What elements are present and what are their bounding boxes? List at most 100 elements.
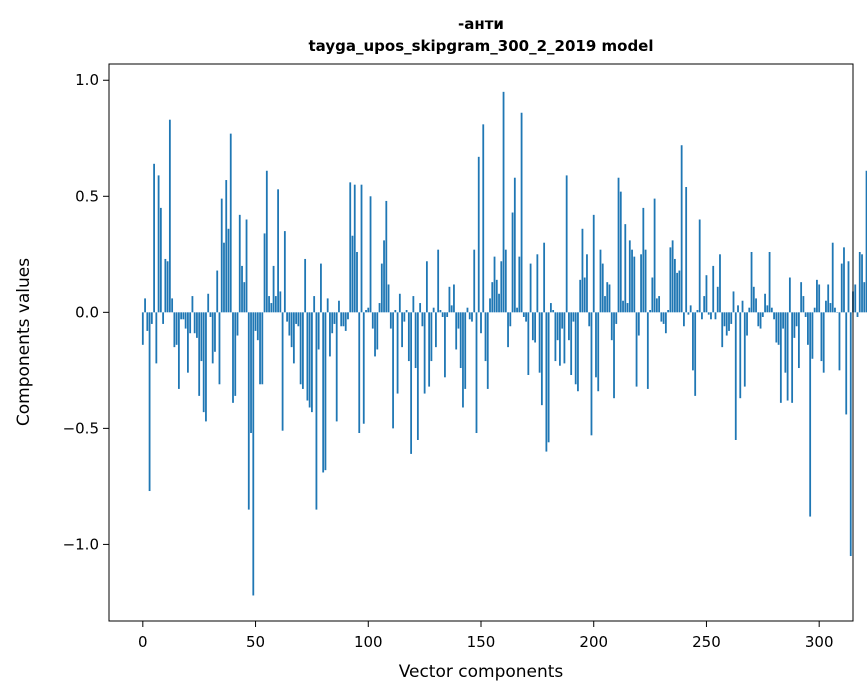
bar (261, 312, 264, 385)
bar (236, 312, 239, 336)
bar (168, 119, 171, 313)
bar (689, 305, 692, 313)
bar (335, 312, 338, 422)
bar (556, 312, 559, 341)
x-tick-label: 50 (246, 633, 265, 651)
bar (398, 293, 401, 313)
bar (504, 249, 507, 313)
bar (214, 312, 216, 352)
bar (238, 214, 241, 313)
bar (788, 277, 791, 313)
bar (502, 91, 505, 313)
bar (304, 258, 307, 313)
bar (723, 312, 726, 327)
bar (421, 312, 424, 327)
bar (171, 298, 174, 313)
bar (604, 296, 606, 313)
bar (599, 249, 602, 313)
bar (419, 303, 422, 313)
bar (353, 184, 356, 313)
bar (196, 312, 198, 338)
bar (448, 286, 451, 313)
bar (784, 312, 787, 373)
bar (586, 254, 588, 313)
bar (407, 312, 410, 362)
bar (471, 312, 473, 322)
bar (561, 312, 564, 329)
bar (446, 312, 449, 317)
bar (453, 284, 455, 313)
bar (701, 312, 703, 320)
bar (290, 312, 293, 348)
bar (416, 312, 419, 440)
bar (220, 198, 223, 313)
bar (549, 303, 552, 313)
bar (347, 312, 349, 320)
bar (610, 312, 613, 341)
bar (414, 312, 417, 369)
bar (322, 312, 325, 473)
bar (741, 300, 744, 313)
bar (410, 312, 413, 454)
bar (676, 272, 679, 313)
bar (572, 312, 575, 322)
bar (320, 263, 322, 313)
bar (547, 312, 550, 443)
bar (802, 296, 805, 313)
bar (468, 312, 471, 320)
bar (813, 307, 816, 313)
bar (673, 258, 676, 313)
bar (849, 312, 852, 557)
bar (205, 312, 207, 422)
bar (809, 312, 812, 517)
bar (376, 312, 379, 350)
bar (439, 310, 442, 313)
bar (473, 249, 476, 313)
bar (710, 312, 712, 320)
bar (831, 242, 834, 313)
bar (664, 312, 667, 334)
bar (274, 296, 277, 313)
bar (816, 279, 818, 313)
x-tick-label: 0 (138, 633, 148, 651)
bar (333, 312, 336, 324)
bar (782, 312, 785, 329)
bar (721, 312, 724, 348)
bar (209, 312, 212, 317)
bar (797, 312, 800, 369)
bar (225, 180, 228, 313)
bar (489, 298, 491, 313)
bar (622, 300, 624, 313)
bar (752, 286, 755, 313)
bar (770, 307, 773, 313)
bar (374, 312, 376, 357)
bar (795, 312, 798, 327)
bar (540, 312, 543, 406)
bar (256, 312, 259, 341)
bar (827, 284, 830, 313)
y-tick-label: 0.5 (75, 187, 99, 205)
bar (385, 200, 388, 313)
bar (728, 312, 730, 331)
bar (683, 312, 685, 327)
bar (583, 277, 586, 313)
bar (719, 254, 721, 313)
bar (755, 298, 757, 313)
bar (631, 249, 633, 313)
bar (804, 312, 807, 317)
bar (360, 184, 363, 313)
bar (430, 312, 433, 362)
bar (820, 312, 823, 362)
bar (536, 254, 539, 313)
bar (216, 270, 219, 313)
bar (371, 312, 374, 329)
bar (268, 296, 270, 313)
bar (241, 265, 243, 313)
bar (829, 303, 832, 313)
bar (263, 233, 266, 313)
bar (342, 312, 345, 327)
bar (800, 282, 803, 313)
bar (577, 312, 579, 392)
y-tick-label: −0.5 (63, 419, 99, 437)
bar (766, 305, 769, 313)
